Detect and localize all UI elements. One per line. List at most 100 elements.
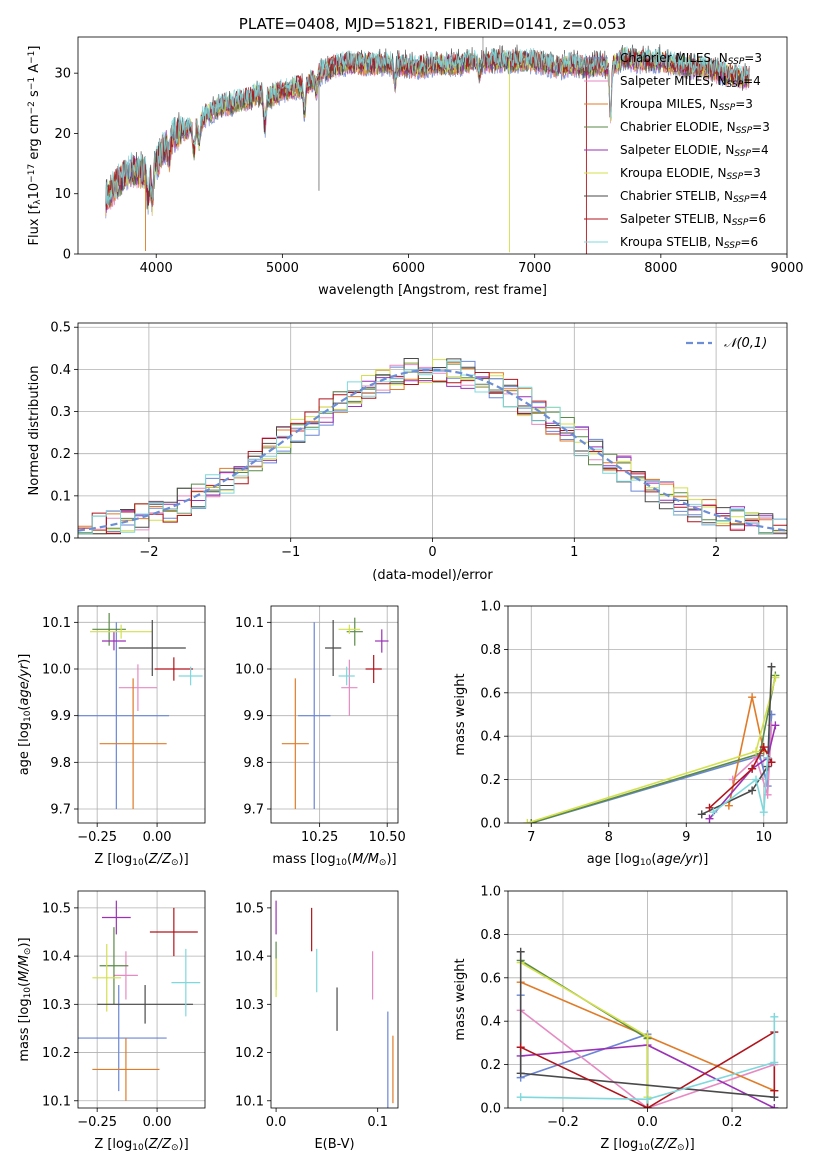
label-part: Flux [f bbox=[27, 204, 42, 245]
y-tick-label: 10.1 bbox=[235, 1094, 264, 1109]
weight-marker bbox=[767, 710, 776, 719]
weight-line bbox=[527, 677, 777, 823]
label-part: SSP bbox=[727, 80, 744, 90]
label-part: 10 bbox=[23, 987, 33, 999]
errorbar-point bbox=[92, 944, 122, 1012]
x-tick-label: 0 bbox=[428, 545, 436, 560]
label-part: =3 bbox=[735, 97, 753, 111]
label-part: =3 bbox=[743, 166, 761, 180]
label-part: ( bbox=[651, 852, 656, 867]
errorbar-point bbox=[338, 666, 355, 686]
errorbar-point bbox=[118, 620, 186, 676]
y-axis-label: Flux [fλ10−17 erg cm−2 s−1 A−1] bbox=[27, 46, 43, 246]
errorbar-point bbox=[281, 678, 309, 809]
weight-marker bbox=[643, 1104, 652, 1108]
weight-marker bbox=[728, 775, 737, 784]
y-tick-label: 0.4 bbox=[480, 730, 501, 745]
axes-residuals: −2 −1 0 1 2 0.0 0.1 0.2 0.3 0.4 0.5 (data-model)/er… bbox=[27, 321, 788, 583]
y-tick-label: 10.5 bbox=[235, 901, 264, 916]
weight-marker bbox=[705, 803, 714, 812]
y-tick-label: 0 bbox=[63, 248, 71, 263]
y-axis-label: mass [log10(M/M⊙)] bbox=[17, 937, 33, 1061]
weight-marker bbox=[523, 819, 532, 823]
label-part: ] bbox=[27, 46, 42, 51]
label-part: SSP bbox=[724, 241, 741, 251]
x-tick-label: 5000 bbox=[266, 261, 299, 276]
y-tick-label: 30 bbox=[54, 67, 71, 82]
y-tick-label: 10.2 bbox=[42, 1046, 71, 1061]
x-tick-label: 7000 bbox=[518, 261, 551, 276]
label-part: =4 bbox=[750, 189, 768, 203]
x-axis-label: wavelength [Angstrom, rest frame] bbox=[318, 283, 547, 298]
label-part: Salpeter MILES, N bbox=[620, 74, 727, 88]
x-axis-label: age [log10(age/yr)] bbox=[587, 852, 709, 868]
x-tick-label: 8000 bbox=[644, 261, 677, 276]
errorbar-point bbox=[101, 900, 131, 935]
plot-area bbox=[105, 37, 750, 254]
y-tick-label: 0.5 bbox=[50, 321, 71, 336]
errorbar-point bbox=[171, 948, 201, 1017]
y-tick-label: 10.2 bbox=[235, 1046, 264, 1061]
label-part: Kroupa MILES, N bbox=[620, 97, 719, 111]
axes-frame bbox=[77, 322, 788, 539]
axes-spectrum: 4000 5000 6000 7000 8000 9000 0 10 20 30 PLATE=040… bbox=[27, 15, 804, 298]
label-part: =3 bbox=[752, 120, 770, 134]
weight-marker bbox=[516, 1093, 525, 1102]
x-tick-label: 2 bbox=[712, 545, 720, 560]
label-part: M/M bbox=[352, 852, 379, 867]
label-part: SSP bbox=[734, 149, 751, 159]
label-part: SSP bbox=[736, 126, 753, 136]
legend-entry: Kroupa ELODIE, NSSP=3 bbox=[620, 166, 761, 182]
y-tick-label: 10.0 bbox=[235, 663, 264, 678]
weight-marker bbox=[516, 1043, 525, 1052]
weight-marker bbox=[767, 758, 776, 767]
histogram-step bbox=[78, 358, 787, 535]
label-part: ⊙ bbox=[171, 858, 179, 868]
gaussian-curve bbox=[78, 368, 787, 532]
y-tick-label: 10.3 bbox=[235, 998, 264, 1013]
label-part: )] bbox=[685, 1137, 695, 1152]
y-tick-label: 0.8 bbox=[480, 928, 501, 943]
errorbar-point bbox=[178, 666, 203, 686]
x-tick-label: −0.2 bbox=[547, 1115, 579, 1130]
axes-frame bbox=[77, 605, 206, 824]
weight-marker bbox=[767, 662, 776, 671]
label-part: Kroupa ELODIE, N bbox=[620, 166, 727, 180]
x-tick-label: 10.50 bbox=[369, 830, 406, 845]
weight-marker bbox=[643, 1095, 652, 1104]
weight-marker bbox=[770, 1012, 779, 1021]
weight-line bbox=[531, 714, 773, 823]
label-part: age/yr bbox=[656, 852, 699, 867]
label-part: 10 bbox=[640, 858, 652, 868]
y-tick-label: 20 bbox=[54, 127, 71, 142]
label-part: )] bbox=[179, 1137, 189, 1152]
x-tick-label: 0.0 bbox=[266, 1115, 287, 1130]
label-part: ( bbox=[347, 852, 352, 867]
errorbar-point bbox=[375, 629, 389, 653]
label-part: Chabrier STELIB, N bbox=[620, 189, 733, 203]
label-part: mass [log bbox=[17, 998, 32, 1061]
errorbar-point bbox=[341, 659, 358, 716]
plot-area bbox=[78, 613, 203, 809]
errorbar-point bbox=[97, 985, 194, 1024]
weight-marker bbox=[527, 819, 536, 823]
label-part: −2 bbox=[27, 101, 37, 114]
x-tick-label: 10.25 bbox=[301, 830, 338, 845]
label-part: )] bbox=[698, 852, 708, 867]
chart-title: PLATE=0408, MJD=51821, FIBERID=0141, z=0… bbox=[239, 15, 626, 33]
errorbar-point bbox=[365, 655, 382, 683]
y-tick-label: 0.4 bbox=[480, 1015, 501, 1030]
y-axis-label: mass weight bbox=[453, 673, 468, 755]
errorbar-point bbox=[325, 620, 342, 676]
y-tick-label: 10.1 bbox=[235, 616, 264, 631]
label-part: Z/Z bbox=[148, 852, 172, 867]
errorbar-point bbox=[92, 613, 126, 646]
axes-age-mass: 10.25 10.50 9.7 9.8 9.9 10.0 10.1 mass [log10(M… bbox=[235, 605, 406, 868]
errorbar-point bbox=[89, 624, 153, 639]
x-tick-label: −1 bbox=[281, 545, 300, 560]
label-part: ⊙ bbox=[379, 858, 387, 868]
legend-entry: Chabrier ELODIE, NSSP=3 bbox=[620, 120, 770, 136]
y-tick-label: 0.6 bbox=[480, 686, 501, 701]
